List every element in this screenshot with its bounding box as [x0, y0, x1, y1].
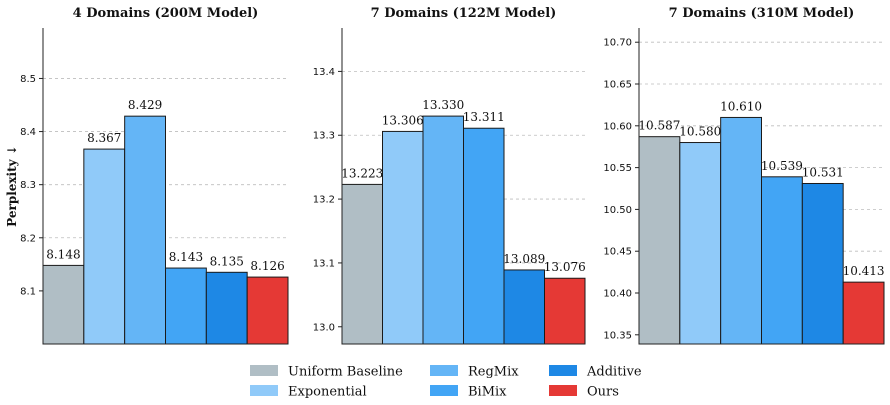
data-label: 13.311	[463, 110, 505, 124]
y-tick-label: 10.35	[603, 330, 632, 341]
data-label: 10.539	[761, 159, 803, 173]
bar-exponential	[382, 130, 424, 345]
y-tick-label: 10.65	[603, 80, 632, 91]
y-tick-label: 8.1	[20, 286, 36, 297]
y-tick-label: 10.45	[603, 247, 632, 258]
bar-bimix	[165, 267, 207, 345]
y-tick-label: 10.70	[603, 38, 632, 49]
bar-ours	[842, 281, 885, 345]
y-tick-label: 10.40	[603, 289, 632, 300]
data-label: 13.223	[341, 166, 383, 180]
bar-uniform-baseline	[341, 183, 383, 345]
chart-panel-2: 7 Domains (122M Model) 13.0 13.1 13.2 13.3 13…	[313, 6, 586, 345]
y-tick-label: 8.4	[20, 127, 36, 138]
y-tick-label: 13.4	[313, 67, 335, 78]
bar-additive	[205, 271, 248, 345]
legend-label: Uniform Baseline	[288, 365, 403, 380]
y-tick-label: 13.0	[313, 322, 335, 333]
panel-title: 7 Domains (310M Model)	[669, 6, 855, 21]
data-label: 10.580	[679, 125, 721, 139]
bar-ours	[246, 276, 289, 345]
legend-label: BiMix	[468, 385, 507, 400]
data-label: 8.135	[210, 254, 244, 268]
panel-title: 7 Domains (122M Model)	[371, 6, 557, 21]
legend-swatch	[549, 385, 577, 396]
data-label: 10.413	[843, 264, 885, 278]
bar-uniform-baseline	[638, 136, 681, 345]
data-label: 13.306	[382, 113, 424, 127]
bar-exponential	[679, 142, 722, 345]
legend-label: Exponential	[288, 385, 367, 400]
data-label: 10.587	[638, 119, 680, 133]
data-label: 13.330	[422, 98, 464, 112]
legend-label: Additive	[586, 365, 642, 380]
y-tick-label: 10.60	[603, 121, 632, 132]
bar-regmix	[422, 115, 464, 345]
y-tick-label: 8.3	[20, 180, 36, 191]
y-tick-label: 10.50	[603, 205, 632, 216]
y-tick-label: 8.2	[20, 233, 36, 244]
legend-swatch	[430, 385, 458, 396]
data-label: 10.610	[720, 99, 762, 113]
bar-regmix	[720, 116, 763, 345]
data-label: 13.076	[544, 260, 586, 274]
data-label: 8.429	[128, 98, 162, 112]
bar-additive	[503, 269, 545, 345]
legend-swatch	[430, 365, 458, 376]
data-label: 8.126	[250, 259, 284, 273]
y-tick-label: 13.1	[313, 258, 335, 269]
bar-bimix	[463, 127, 505, 345]
y-tick-label: 8.5	[20, 74, 36, 85]
chart-panel-3: 7 Domains (310M Model) 10.35 10.40 10.45 10.…	[603, 6, 885, 345]
legend: Uniform Baseline Exponential RegMix BiMix Ad…	[250, 365, 642, 400]
data-label: 8.143	[169, 250, 203, 264]
legend-swatch	[549, 365, 577, 376]
chart-panel-1: 4 Domains (200M Model) 8.1 8.2 8.3 8.4 8.5 8.1…	[5, 6, 289, 345]
y-tick-label: 13.2	[313, 195, 335, 206]
data-label: 13.089	[503, 252, 545, 266]
legend-label: Ours	[587, 385, 619, 400]
bar-uniform-baseline	[42, 264, 85, 345]
data-label: 10.531	[802, 165, 844, 179]
bar-bimix	[761, 176, 803, 345]
bar-exponential	[83, 148, 126, 345]
data-label: 8.148	[46, 247, 80, 261]
bar-additive	[801, 182, 844, 345]
panel-title: 4 Domains (200M Model)	[73, 6, 259, 21]
legend-label: RegMix	[468, 365, 519, 380]
legend-swatch	[250, 365, 278, 376]
y-tick-label: 13.3	[313, 131, 335, 142]
y-axis-label: Perplexity ↓	[5, 145, 19, 227]
bar-ours	[544, 277, 586, 345]
data-label: 8.367	[87, 131, 121, 145]
legend-swatch	[250, 385, 278, 396]
y-tick-label: 10.55	[603, 163, 632, 174]
bar-regmix	[124, 115, 166, 345]
